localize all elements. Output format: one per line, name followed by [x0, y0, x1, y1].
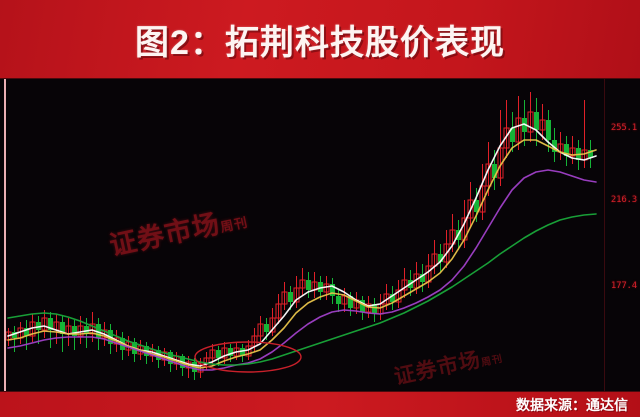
candle-body: [588, 150, 593, 158]
chart-canvas: [4, 78, 605, 392]
candle-body: [336, 296, 341, 304]
candle-body: [503, 127, 510, 149]
candle-body: [492, 164, 497, 178]
candle-body: [510, 128, 515, 142]
page-title: 图2：拓荆科技股价表现: [135, 23, 505, 62]
candle-body: [372, 304, 377, 314]
candle-body: [395, 289, 402, 303]
candle-body: [209, 349, 216, 359]
candle-body: [293, 287, 300, 303]
candle-body: [330, 284, 335, 296]
candle-body: [479, 185, 486, 213]
candle-body: [89, 323, 96, 335]
candle-body: [438, 254, 443, 262]
candle-body: [348, 296, 353, 308]
candle-body: [72, 326, 77, 336]
candle-body: [474, 200, 479, 212]
ma-line-ma10: [7, 139, 597, 369]
footer-gradient: [0, 392, 640, 417]
header-seam: [0, 78, 640, 79]
candle-body: [299, 279, 306, 289]
candle-body: [288, 292, 293, 302]
figure-header-bar: 图2：拓荆科技股价表现: [0, 0, 640, 78]
data-source-label: 数据来源：通达信: [516, 396, 628, 413]
candle-body: [281, 291, 288, 305]
price-axis-label-0: 255.1: [610, 123, 637, 133]
candle-body: [275, 303, 282, 319]
candle-body: [306, 280, 311, 290]
candle-body: [41, 317, 48, 331]
header-gradient: [0, 0, 640, 78]
candle-body: [515, 117, 522, 143]
footer-seam: [0, 391, 640, 392]
candle-body: [539, 119, 546, 131]
candle-body: [269, 317, 276, 333]
ma-line-ma5: [7, 123, 597, 367]
ma-line-ma60: [7, 213, 597, 366]
candle-body: [60, 322, 65, 334]
candle-body: [257, 323, 264, 337]
ma-line-ma20: [7, 169, 597, 371]
candle-body: [221, 347, 228, 359]
candle-body: [534, 112, 539, 130]
candle-body: [36, 322, 41, 330]
price-axis-label-1: 216.3: [610, 195, 637, 205]
candle-body: [527, 111, 534, 133]
candle-body: [318, 282, 323, 292]
candle-body: [569, 147, 576, 157]
candle-body: [564, 144, 569, 156]
candle-body: [390, 294, 395, 302]
candle-body: [497, 147, 504, 179]
candle-body: [546, 120, 551, 140]
candle-body: [264, 324, 269, 332]
candle-body: [12, 332, 17, 338]
candle-body: [96, 324, 101, 338]
candle-body: [228, 348, 233, 356]
candlestick-chart-area: 证券市场周刊 证券市场周刊 255.1 216.3 177.4: [0, 78, 640, 392]
candle-body: [360, 300, 365, 312]
price-axis-label-2: 177.4: [610, 281, 637, 291]
candle-body: [24, 328, 29, 336]
figure-footer-bar: 数据来源：通达信: [0, 392, 640, 417]
candle-body: [216, 350, 221, 358]
candle-body: [420, 274, 425, 282]
candle-body: [443, 243, 450, 263]
moving-average-series: [7, 123, 597, 371]
candle-body: [48, 318, 53, 330]
candle-body: [467, 199, 474, 219]
candle-body: [84, 326, 89, 334]
candle-body: [240, 348, 245, 356]
annotation-ellipse: [194, 341, 302, 373]
candle-body: [383, 293, 390, 305]
candle-body: [552, 140, 557, 152]
candle-body: [401, 279, 408, 291]
